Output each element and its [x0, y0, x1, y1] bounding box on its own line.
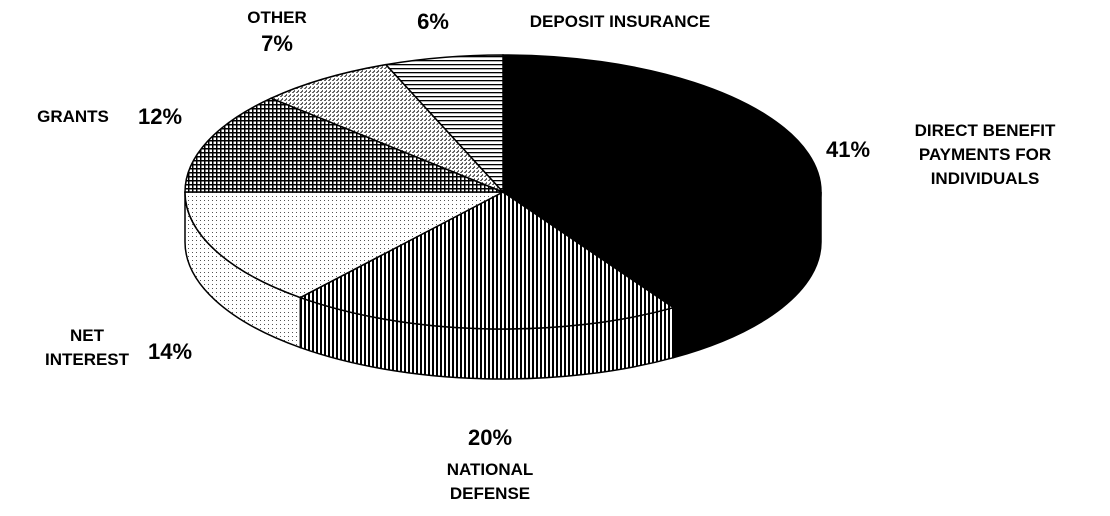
category-label: NET INTEREST: [44, 326, 130, 369]
value-label: 41%: [825, 137, 871, 162]
value-label: 14%: [147, 339, 193, 364]
value-label: 7%: [261, 31, 293, 56]
category-label: DIRECT BENEFIT PAYMENTS FOR INDIVIDUALS: [914, 121, 1056, 188]
pie-slice: [502, 54, 822, 309]
category-label: DEPOSIT INSURANCE: [529, 12, 711, 31]
value-label: 12%: [137, 104, 183, 129]
category-label: NATIONAL DEFENSE: [446, 460, 534, 503]
pie-slice: [269, 63, 504, 193]
value-label: 6%: [417, 9, 449, 34]
pie-slice: [184, 191, 504, 299]
pie-slice: [298, 191, 676, 330]
pie-slice: [384, 54, 504, 194]
category-label: GRANTS: [37, 107, 109, 126]
category-label: OTHER: [247, 8, 307, 27]
pie-slice: [184, 97, 504, 193]
value-label: 20%: [467, 425, 513, 450]
